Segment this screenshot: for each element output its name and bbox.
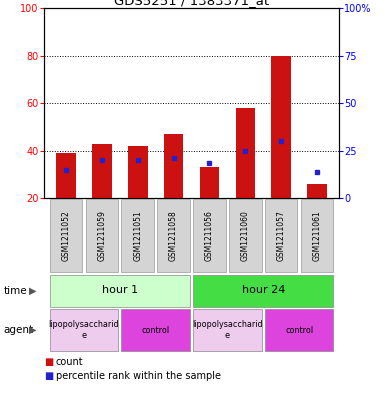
Text: GSM1211060: GSM1211060: [241, 210, 250, 261]
Text: percentile rank within the sample: percentile rank within the sample: [56, 371, 221, 381]
Text: ▶: ▶: [29, 325, 36, 335]
Text: control: control: [142, 326, 170, 334]
Text: ▶: ▶: [29, 286, 36, 296]
Text: GSM1211058: GSM1211058: [169, 210, 178, 261]
Text: hour 24: hour 24: [242, 285, 285, 295]
Text: control: control: [285, 326, 313, 334]
Text: GSM1211052: GSM1211052: [61, 210, 70, 261]
Bar: [164, 134, 184, 198]
Text: lipopolysaccharid
e: lipopolysaccharid e: [192, 320, 263, 340]
Bar: [92, 144, 112, 198]
Bar: [122, 309, 190, 351]
Bar: [85, 199, 118, 272]
Bar: [271, 55, 291, 198]
Bar: [50, 309, 118, 351]
Text: GSM1211051: GSM1211051: [133, 210, 142, 261]
Bar: [229, 199, 261, 272]
Text: ■: ■: [44, 357, 54, 367]
Text: GSM1211056: GSM1211056: [205, 210, 214, 261]
Bar: [265, 309, 333, 351]
Bar: [56, 153, 76, 198]
Text: GSM1211059: GSM1211059: [97, 210, 106, 261]
Bar: [301, 199, 333, 272]
Bar: [265, 199, 298, 272]
Bar: [128, 146, 147, 198]
Text: hour 1: hour 1: [102, 285, 138, 295]
Bar: [193, 199, 226, 272]
Title: GDS5251 / 1383371_at: GDS5251 / 1383371_at: [114, 0, 269, 7]
Text: GSM1211057: GSM1211057: [277, 210, 286, 261]
Bar: [122, 199, 154, 272]
Bar: [193, 309, 261, 351]
Bar: [199, 167, 219, 198]
Bar: [193, 275, 333, 307]
Text: time: time: [4, 286, 27, 296]
Text: count: count: [56, 357, 84, 367]
Bar: [307, 184, 327, 198]
Bar: [157, 199, 190, 272]
Bar: [50, 275, 190, 307]
Bar: [50, 199, 82, 272]
Text: ■: ■: [44, 371, 54, 381]
Text: agent: agent: [4, 325, 34, 335]
Bar: [236, 108, 255, 198]
Text: lipopolysaccharid
e: lipopolysaccharid e: [49, 320, 119, 340]
Text: GSM1211061: GSM1211061: [313, 210, 322, 261]
